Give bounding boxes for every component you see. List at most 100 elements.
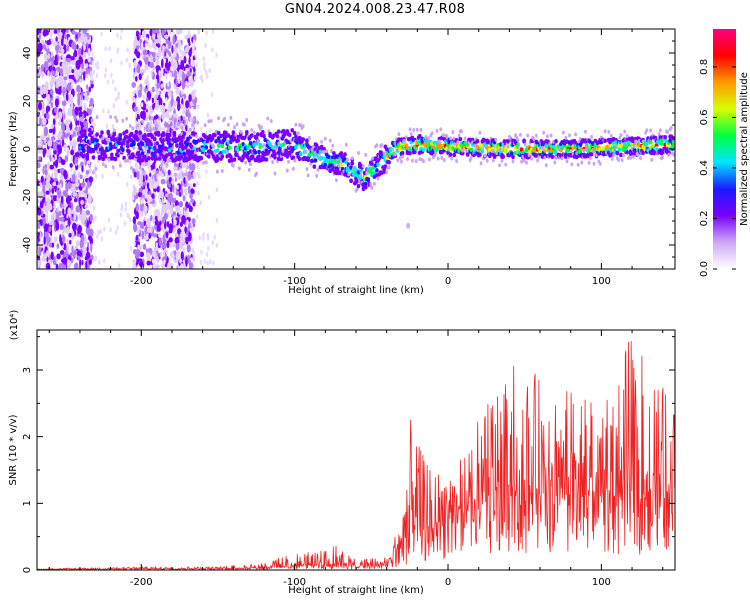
- spectrogram-cell: [99, 228, 102, 234]
- spectrogram-cell: [180, 237, 186, 245]
- spectrogram-cell: [212, 260, 215, 266]
- snr-line: [37, 340, 675, 570]
- spectrogram-cell: [443, 139, 448, 145]
- spectrogram-cell: [290, 128, 295, 133]
- spectrogram-cell: [137, 89, 142, 98]
- spectrogram-cell: [168, 36, 171, 41]
- colorbar-gradient: [713, 29, 736, 269]
- spectrogram-cell: [247, 167, 251, 172]
- spectrogram-cell: [43, 126, 49, 137]
- spectrogram-cell: [542, 130, 546, 135]
- spectrogram-cell: [220, 154, 225, 159]
- spectrogram-cell: [565, 159, 569, 164]
- spectrogram-cell: [202, 147, 206, 153]
- spectrogram-cell: [428, 157, 431, 162]
- spectrogram-cell: [57, 144, 62, 155]
- spectrogram-cell: [61, 52, 64, 59]
- spectrogram-cell: [308, 135, 311, 140]
- spectrogram-cell: [132, 46, 135, 52]
- spectrogram-cell: [325, 149, 328, 154]
- spectrogram-cell: [207, 235, 210, 241]
- spectrogram-cell: [113, 156, 118, 162]
- spectrogram-cell: [77, 96, 81, 107]
- spectrogram-cell: [229, 115, 233, 120]
- spectrogram-cell: [160, 211, 163, 217]
- spectrogram-cell: [494, 137, 498, 142]
- spectrogram-cell: [118, 133, 123, 138]
- spectrogram-cell: [67, 111, 71, 116]
- spectrogram-cell: [75, 205, 81, 213]
- spectrogram-cell: [317, 153, 321, 158]
- spectrogram-cell: [91, 155, 96, 160]
- spectrogram-cell: [130, 166, 133, 170]
- spectrogram-cell: [91, 148, 96, 154]
- spectrogram-cell: [138, 165, 142, 170]
- spectrogram-cell: [413, 149, 417, 155]
- spectrogram-cell: [618, 147, 622, 152]
- spectrogram-cell: [177, 116, 181, 121]
- spectrogram-cell: [292, 131, 297, 136]
- spectrogram-cell: [79, 34, 85, 43]
- spectrogram-cell: [141, 68, 146, 73]
- spectrogram-cell: [171, 243, 177, 248]
- spectrogram-cell: [148, 234, 152, 239]
- x-tick-label: -100: [283, 276, 306, 287]
- spectrogram-cell: [178, 191, 182, 198]
- spectrogram-cell: [61, 138, 65, 148]
- spectrogram-cell: [144, 63, 149, 71]
- spectrogram-cell: [492, 158, 495, 163]
- spectrogram-cell: [214, 139, 218, 144]
- spectrogram-cell: [95, 138, 99, 143]
- spectrogram-cell: [49, 79, 54, 89]
- spectrogram-cell: [197, 190, 200, 196]
- spectrogram-cell: [50, 136, 56, 141]
- spectrogram-cell: [168, 223, 174, 232]
- spectrogram-cell: [71, 74, 75, 80]
- spectrogram-cell: [209, 119, 213, 123]
- spectrogram-cell: [400, 150, 405, 156]
- spectrogram-cell: [203, 62, 206, 68]
- spectrogram-cell: [85, 260, 88, 269]
- spectrogram-cell: [162, 215, 166, 224]
- spectrogram-cell: [42, 44, 46, 49]
- spectrogram-cell: [554, 139, 558, 144]
- spectrogram-cell: [162, 88, 166, 94]
- spectrogram-cell: [95, 64, 99, 69]
- spectrogram-cell: [135, 211, 139, 220]
- spectrogram-cell: [400, 159, 403, 164]
- spectrogram-cell: [62, 106, 66, 115]
- spectrogram-cell: [65, 29, 69, 34]
- spectrogram-cell: [132, 140, 136, 145]
- spectrogram-cell: [148, 178, 154, 184]
- spectrogram-cell: [175, 143, 179, 148]
- spectrogram-cell: [172, 35, 176, 45]
- spectrogram-cell: [37, 149, 43, 154]
- spectrogram-cell: [304, 150, 308, 155]
- spectrogram-cell: [370, 161, 374, 167]
- spectrogram-cell: [186, 165, 190, 170]
- spectrogram-cell: [397, 137, 401, 142]
- spectrogram-cell: [162, 228, 165, 234]
- spectrogram-cell: [369, 182, 373, 187]
- spectrogram-cell: [564, 136, 568, 140]
- spectrogram-cell: [71, 30, 76, 35]
- spectrogram-cell: [173, 189, 177, 194]
- spectrogram-cell: [120, 206, 123, 212]
- spectrogram-cell: [81, 191, 85, 196]
- x-tick-label: 100: [592, 577, 611, 588]
- spectrogram-cell: [38, 101, 42, 111]
- spectrogram-cell: [204, 42, 207, 48]
- spectrogram-cell: [65, 92, 69, 102]
- spectrogram-cell: [490, 149, 494, 154]
- spectrogram-cell: [142, 243, 147, 250]
- spectrogram-cell: [59, 183, 62, 190]
- spectrogram-cell: [143, 220, 146, 226]
- spectrogram-cell: [79, 112, 83, 117]
- spectrogram-cell: [185, 100, 190, 109]
- spectrogram-cell: [174, 172, 178, 177]
- spectrogram-cell: [101, 156, 106, 162]
- spectrogram-cell: [146, 227, 151, 233]
- spectrogram-cell: [41, 117, 47, 126]
- spectrogram-cell: [224, 130, 228, 135]
- spectrogram-cell: [67, 118, 71, 125]
